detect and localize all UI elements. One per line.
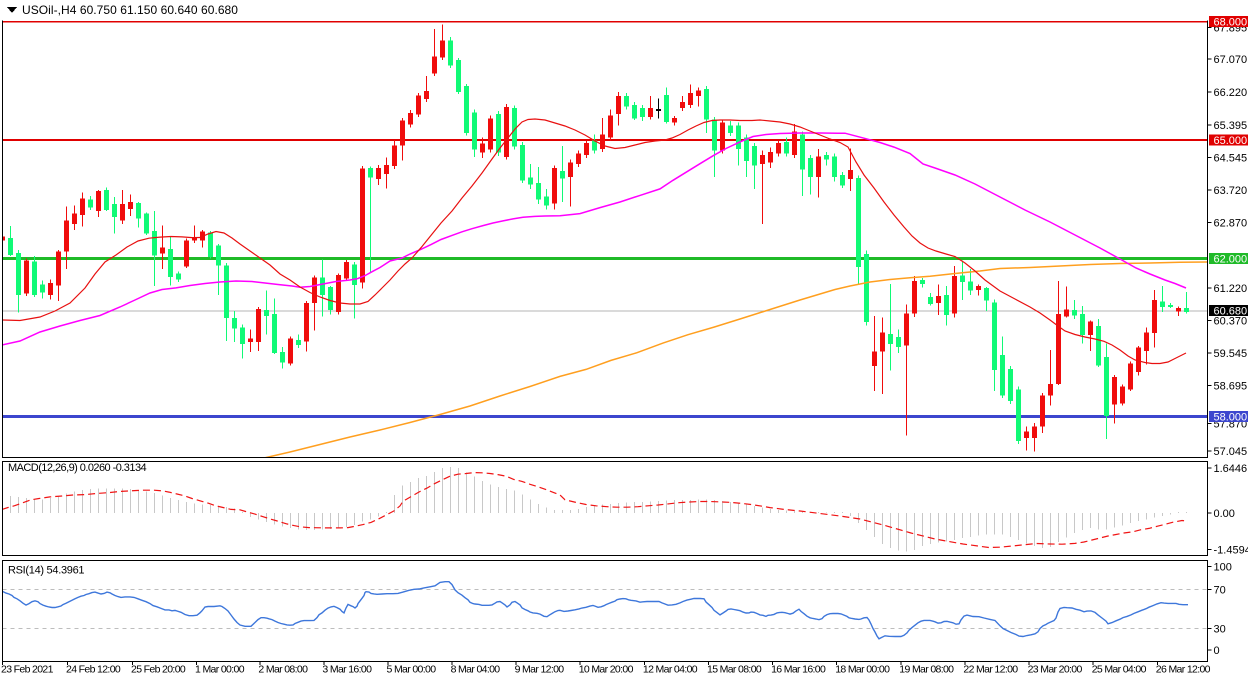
svg-text:9 Mar 12:00: 9 Mar 12:00: [515, 664, 565, 676]
svg-text:58.695: 58.695: [1214, 381, 1248, 393]
svg-text:70: 70: [1214, 584, 1226, 596]
svg-text:8 Mar 04:00: 8 Mar 04:00: [451, 664, 501, 676]
svg-text:68.000: 68.000: [1214, 17, 1248, 29]
svg-text:60.680: 60.680: [1214, 306, 1248, 318]
svg-text:-1.4594: -1.4594: [1214, 545, 1248, 557]
svg-text:2 Mar 08:00: 2 Mar 08:00: [258, 664, 308, 676]
svg-text:23 Mar 20:00: 23 Mar 20:00: [1028, 664, 1083, 676]
svg-text:25 Feb 20:00: 25 Feb 20:00: [131, 664, 186, 676]
svg-text:1.6446: 1.6446: [1214, 463, 1248, 475]
svg-text:62.870: 62.870: [1214, 218, 1248, 230]
svg-text:10 Mar 20:00: 10 Mar 20:00: [579, 664, 634, 676]
svg-text:57.045: 57.045: [1214, 446, 1248, 458]
svg-text:24 Feb 12:00: 24 Feb 12:00: [66, 664, 121, 676]
svg-text:64.545: 64.545: [1214, 153, 1248, 165]
svg-text:12 Mar 04:00: 12 Mar 04:00: [643, 664, 698, 676]
svg-text:1 Mar 00:00: 1 Mar 00:00: [195, 664, 245, 676]
svg-text:100: 100: [1214, 561, 1232, 573]
svg-text:USOil-,H4 60.750 61.150 60.64: USOil-,H4 60.750 61.150 60.640 60.680: [22, 3, 238, 17]
svg-text:67.070: 67.070: [1214, 54, 1248, 66]
svg-text:65.395: 65.395: [1214, 120, 1248, 132]
svg-text:15 Mar 08:00: 15 Mar 08:00: [707, 664, 762, 676]
svg-text:3 Mar 16:00: 3 Mar 16:00: [322, 664, 372, 676]
svg-text:66.220: 66.220: [1214, 87, 1248, 99]
svg-text:MACD(12,26,9) 0.0260 -0.3134: MACD(12,26,9) 0.0260 -0.3134: [8, 462, 147, 474]
svg-text:65.000: 65.000: [1214, 135, 1248, 147]
svg-text:22 Mar 12:00: 22 Mar 12:00: [963, 664, 1018, 676]
svg-text:61.220: 61.220: [1214, 283, 1248, 295]
svg-text:62.000: 62.000: [1214, 254, 1248, 266]
svg-text:0: 0: [1214, 645, 1220, 657]
svg-text:19 Mar 08:00: 19 Mar 08:00: [899, 664, 954, 676]
svg-text:16 Mar 16:00: 16 Mar 16:00: [771, 664, 826, 676]
svg-text:63.720: 63.720: [1214, 185, 1248, 197]
svg-text:25 Mar 04:00: 25 Mar 04:00: [1092, 664, 1147, 676]
svg-text:RSI(14) 54.3961: RSI(14) 54.3961: [8, 565, 84, 577]
svg-text:23 Feb 2021: 23 Feb 2021: [1, 664, 54, 676]
svg-text:59.545: 59.545: [1214, 348, 1248, 360]
svg-text:0.00: 0.00: [1214, 508, 1235, 520]
svg-text:26 Mar 12:00: 26 Mar 12:00: [1156, 664, 1211, 676]
svg-text:30: 30: [1214, 624, 1226, 636]
svg-text:5 Mar 00:00: 5 Mar 00:00: [387, 664, 437, 676]
svg-text:58.000: 58.000: [1214, 412, 1248, 424]
svg-text:18 Mar 00:00: 18 Mar 00:00: [835, 664, 890, 676]
